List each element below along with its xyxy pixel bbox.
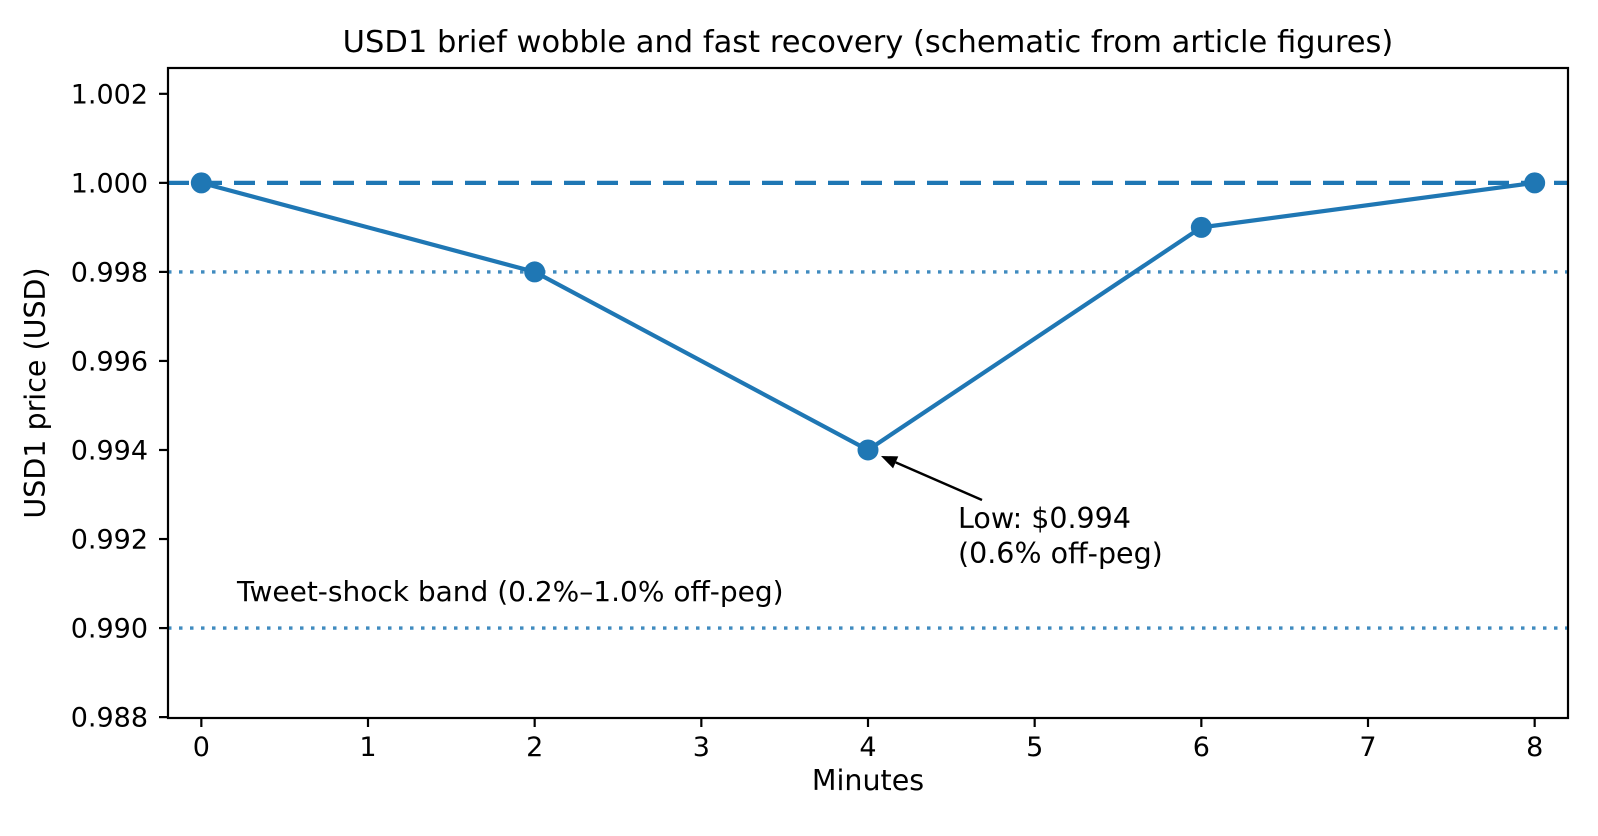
x-tick-label: 2 [526, 732, 543, 763]
low-annotation: Low: $0.994 (0.6% off-peg) [958, 502, 1163, 570]
x-tick-label: 6 [1193, 732, 1210, 763]
annotation-arrow-shaft [895, 461, 983, 502]
chart-geometry: 0 1 2 3 4 5 6 7 8 0.988 0.990 0.992 0.994 0.996 0.998 1… [71, 66, 1570, 763]
data-point [1190, 216, 1212, 238]
y-tick-label: 0.996 [71, 346, 148, 377]
y-axis-label: USD1 price (USD) [19, 267, 52, 518]
x-axis-label: Minutes [812, 764, 924, 797]
x-tick-label: 1 [359, 732, 376, 763]
x-tick-label: 5 [1026, 732, 1043, 763]
low-annotation-line1: Low: $0.994 [958, 502, 1131, 535]
chart-title: USD1 brief wobble and fast recovery (sch… [343, 25, 1394, 60]
y-tick-label: 1.000 [71, 168, 148, 199]
y-tick-label: 1.002 [71, 79, 148, 110]
y-tick-label: 0.998 [71, 257, 148, 288]
x-tick-label: 7 [1359, 732, 1376, 763]
tweet-shock-band-label: Tweet-shock band (0.2%–1.0% off-peg) [236, 575, 784, 608]
x-tick-label: 3 [693, 732, 710, 763]
annotation-arrowhead [881, 455, 899, 469]
data-point [524, 261, 546, 283]
y-tick-label: 0.988 [71, 703, 148, 734]
low-annotation-line2: (0.6% off-peg) [958, 537, 1163, 570]
plot-border [166, 66, 1570, 720]
x-tick-label: 0 [193, 732, 210, 763]
y-tick-label: 0.990 [71, 614, 148, 645]
y-tick-label: 0.992 [71, 525, 148, 556]
price-line [200, 180, 1535, 453]
data-point [1524, 172, 1546, 194]
data-point [857, 439, 879, 461]
x-tick-label: 8 [1526, 732, 1543, 763]
y-tick-label: 0.994 [71, 435, 148, 466]
x-tick-label: 4 [859, 732, 876, 763]
data-point [190, 172, 212, 194]
